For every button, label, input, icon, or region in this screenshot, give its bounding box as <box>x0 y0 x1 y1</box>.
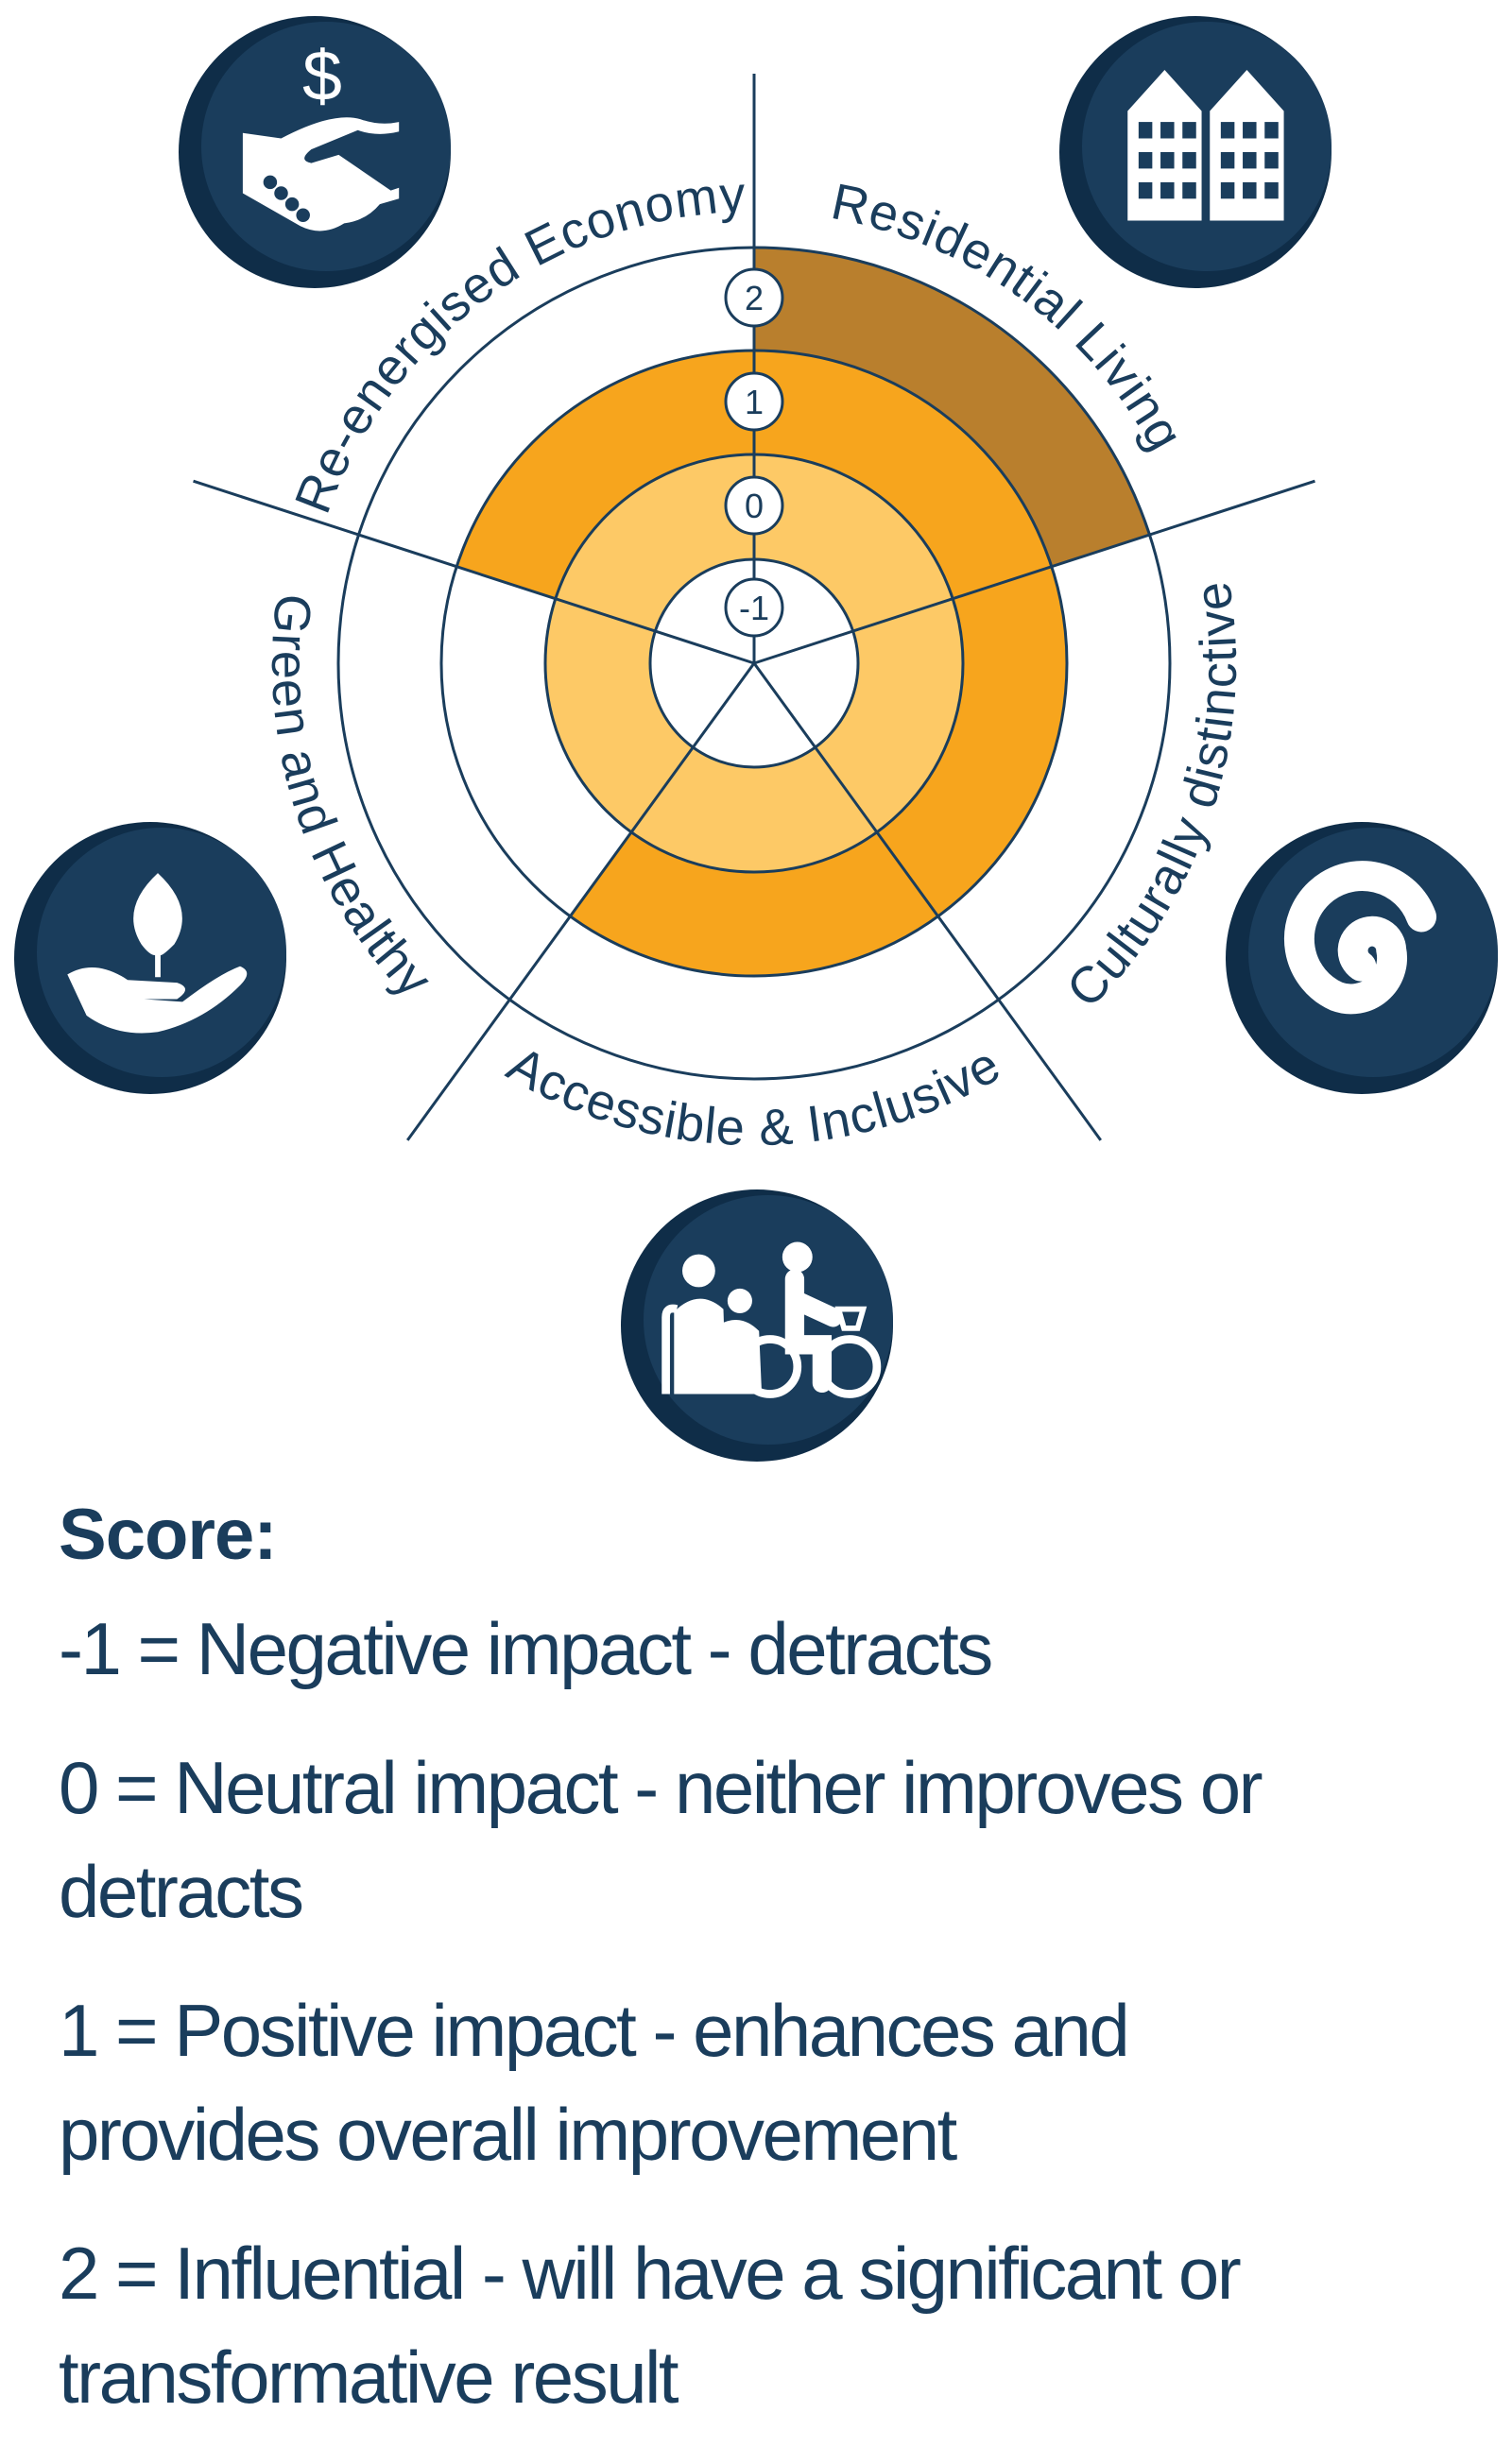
sector-dividers <box>193 74 1315 1141</box>
category-label: Accessible & Inclusive <box>498 1035 1010 1156</box>
svg-text:$: $ <box>302 36 342 115</box>
buildings-icon <box>1059 16 1332 288</box>
legend-item-positive: 1 = Positive impact - enhances and provi… <box>59 1978 1495 2186</box>
scale-badge--1: -1 <box>724 577 784 638</box>
band-accessible-inclusive-level-1 <box>570 831 938 976</box>
category-icons: $ <box>14 16 1498 1462</box>
handshake-dollar-icon: $ <box>179 16 451 288</box>
koru-spiral-icon <box>1226 822 1498 1094</box>
band-re-energised-economy-level-0 <box>555 454 754 632</box>
category-label: Culturally distinctive <box>1057 577 1248 1018</box>
scale-badges: -1 0 1 2 <box>724 267 784 638</box>
legend-line: provides overall improvement <box>59 2093 957 2176</box>
legend-line: transformative result <box>59 2336 679 2419</box>
sector-divider <box>753 479 1315 665</box>
category-label: Green and Healthy <box>261 591 443 1009</box>
band-residential-living-level-1 <box>754 351 1052 599</box>
legend-item-influential: 2 = Influential - will have a significan… <box>59 2221 1495 2429</box>
sector-divider <box>406 662 756 1141</box>
band-residential-living-level-2 <box>754 248 1150 567</box>
people-mobility-icon <box>621 1189 893 1462</box>
legend-item-negative: -1 = Negative impact - detracts <box>59 1597 1495 1701</box>
legend-line: 1 = Positive impact - enhances and <box>59 1989 1130 2072</box>
legend-line: detracts <box>59 1850 304 1933</box>
scale-badge-label: 0 <box>745 487 764 525</box>
scale-badge-1: 1 <box>724 371 784 432</box>
scale-badge-label: 1 <box>745 383 764 421</box>
scale-badge-label: 2 <box>745 279 764 317</box>
sector-divider <box>752 662 1102 1141</box>
scale-badge-0: 0 <box>724 475 784 536</box>
sector-divider <box>193 479 755 665</box>
band-re-energised-economy-level-1 <box>456 351 754 599</box>
band-accessible-inclusive-level-0 <box>631 746 877 873</box>
scale-badge-label: -1 <box>739 589 769 627</box>
legend-title: Score: <box>59 1495 278 1575</box>
score-legend: Score: -1 = Negative impact - detracts 0… <box>59 1493 1495 2464</box>
legend-line: -1 = Negative impact - detracts <box>59 1607 993 1690</box>
legend-item-neutral: 0 = Neutral impact - neither improves or… <box>59 1736 1495 1943</box>
band-culturally-distinctive-level-0 <box>815 598 963 832</box>
band-residential-living-level-0 <box>754 454 954 632</box>
legend-line: 2 = Influential - will have a significan… <box>59 2232 1242 2315</box>
scale-badge-2: 2 <box>724 267 784 328</box>
legend-line: 0 = Neutral impact - neither improves or <box>59 1746 1263 1829</box>
leaf-in-hand-icon <box>14 822 286 1094</box>
band-green-and-healthy-level-0 <box>544 598 694 832</box>
